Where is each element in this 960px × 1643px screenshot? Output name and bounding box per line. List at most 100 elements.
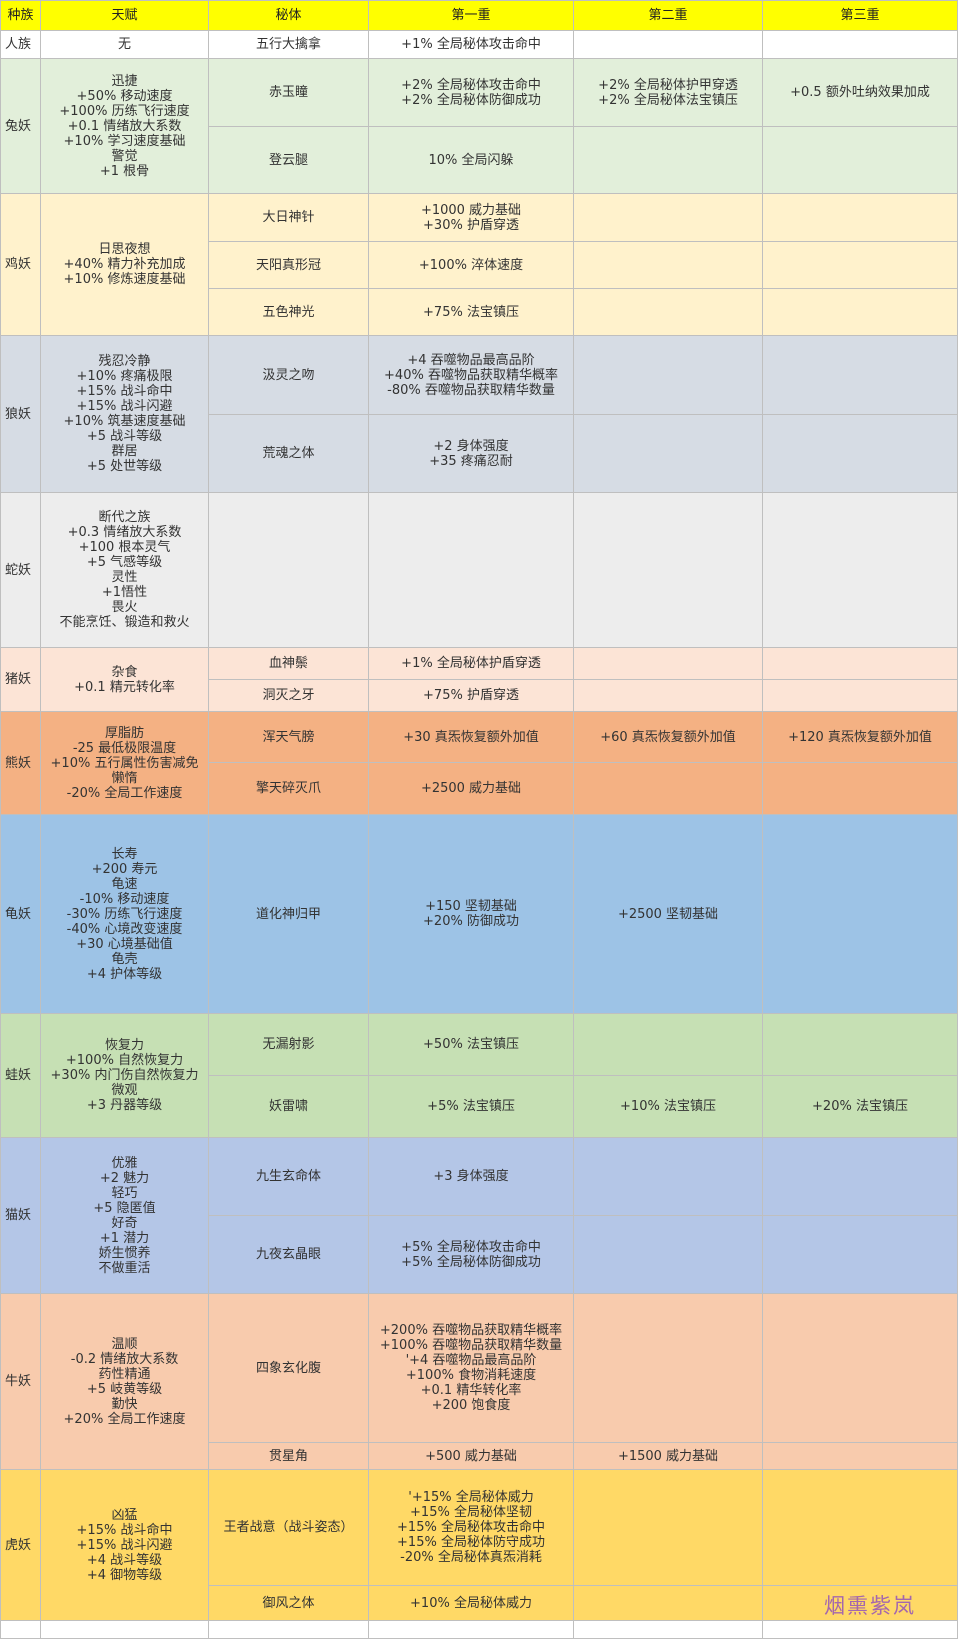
table-row: 蛙妖 恢复力 +100% 自然恢复力 +30% 内门伤自然恢复力 微观 +3 丹器等级 无漏… (0, 1013, 958, 1138)
talent-cell-line: 警觉 (111, 148, 138, 164)
secret-name-cell: 五行大擒拿 (208, 30, 369, 59)
tier1-cell: +1% 全局秘体攻击命中 (368, 30, 574, 59)
talent-cell-line: +1 根骨 (99, 163, 150, 179)
talent-cell-line: -40% 心境改变速度 (66, 921, 183, 937)
tier2-cell: +1500 威力基础 (573, 1442, 763, 1470)
tier2-cell-line: +2500 坚韧基础 (617, 906, 719, 922)
secret-name-cell: 汲灵之吻 (208, 335, 369, 415)
header-row: 种族 天赋 秘体 第一重 第二重 第三重 (0, 0, 958, 31)
talent-cell: 日思夜想 +40% 精力补充加成 +10% 修炼速度基础 (40, 193, 209, 336)
tier1-cell: 10% 全局闪躲 (368, 126, 574, 194)
tier1-cell-line: '+15% 全局秘体威力 (408, 1490, 534, 1505)
talent-cell-line: 轻巧 (111, 1185, 138, 1201)
tier3-cell-line: +120 真炁恢复额外加值 (788, 729, 932, 745)
talent-cell-line: +0.1 情绪放大系数 (67, 118, 182, 134)
talent-cell-line: +30 心境基础值 (76, 936, 173, 952)
talent-cell-line: +15% 战斗闪避 (76, 399, 173, 414)
talent-cell-line: +3 丹器等级 (86, 1098, 163, 1113)
talent-cell-line: 长寿 (111, 846, 138, 862)
tier3-cell (762, 1137, 958, 1216)
empty-cell (368, 1620, 574, 1639)
talent-cell-line: 日思夜想 (98, 242, 151, 257)
secret-name-cell: 九生玄命体 (208, 1137, 369, 1216)
talent-cell: 厚脂肪 -25 最低极限温度 +10% 五行属性伤害减免 懒惰 -20% 全局工作速度 (40, 711, 209, 815)
tier1-cell: +3 身体强度 (368, 1137, 574, 1216)
talent-cell-line: +15% 战斗闪避 (76, 1537, 173, 1553)
tier3-cell (762, 335, 958, 415)
talent-cell-line: -10% 移动速度 (79, 891, 170, 907)
tier1-cell: +2 身体强度 +35 疼痛忍耐 (368, 414, 574, 493)
tier3-cell (762, 126, 958, 194)
tier2-cell: +10% 法宝镇压 (573, 1075, 763, 1138)
talent-cell-line: 迅捷 (111, 73, 138, 89)
tier1-cell: +5% 全局秘体攻击命中 +5% 全局秘体防御成功 (368, 1215, 574, 1294)
tier3-cell (762, 762, 958, 815)
tier1-cell-line: -80% 吞噬物品获取精华数量 (387, 382, 555, 398)
header-tier1: 第一重 (368, 0, 574, 31)
tier3-cell (762, 647, 958, 680)
tier1-cell-line: +3 身体强度 (433, 1169, 509, 1184)
tier1-cell-line: +40% 吞噬物品获取精华概率 (384, 367, 558, 383)
tier1-cell: +500 威力基础 (368, 1442, 574, 1470)
talent-cell: 断代之族 +0.3 情绪放大系数 +100 根本灵气 +5 气感等级 灵性 +1悟性 畏火不… (40, 492, 209, 648)
tier1-cell: +1% 全局秘体护盾穿透 (368, 647, 574, 680)
talent-cell: 优雅 +2 魅力 轻巧 +5 隐匿值 好奇 +1 潜力 娇生惯养 不做重活 (40, 1137, 209, 1294)
talent-cell-line: 恢复力 (104, 1038, 144, 1053)
table-row: 兔妖 迅捷 +50% 移动速度 +100% 历练飞行速度 +0.1 情绪放大系数 +10%… (0, 58, 958, 194)
talent-cell: 无 (40, 30, 209, 59)
empty-cell (40, 1620, 209, 1639)
talent-cell-line: +5 岐黄等级 (86, 1381, 163, 1397)
tier2-cell (573, 335, 763, 415)
talent-cell: 残忍冷静 +10% 疼痛极限 +15% 战斗命中 +15% 战斗闪避 +10% 筑基速度… (40, 335, 209, 493)
tier3-cell (762, 679, 958, 712)
talent-cell-line: 懒惰 (111, 770, 138, 786)
tier2-cell-line: +2% 全局秘体法宝镇压 (598, 92, 738, 108)
tier3-cell (762, 1469, 958, 1586)
talent-cell: 迅捷 +50% 移动速度 +100% 历练飞行速度 +0.1 情绪放大系数 +10% 学… (40, 58, 209, 194)
talent-cell-line: 断代之族 (98, 510, 151, 525)
talent-cell-line: +100% 自然恢复力 (65, 1053, 184, 1068)
talent-cell: 杂食 +0.1 精元转化率 (40, 647, 209, 712)
talent-cell-line: +4 护体等级 (86, 966, 163, 982)
tier1-cell-line: +1000 威力基础 (420, 202, 522, 218)
talent-cell-line: 残忍冷静 (98, 354, 151, 369)
tier3-cell (762, 1442, 958, 1470)
tier3-cell: +0.5 额外吐纳效果加成 (762, 58, 958, 127)
secret-name-cell: 无漏射影 (208, 1013, 369, 1076)
tier1-cell-line: +15% 全局秘体防守成功 (397, 1535, 545, 1550)
tier1-cell: '+15% 全局秘体威力 +15% 全局秘体坚韧 +15% 全局秘体攻击命中 +15%… (368, 1469, 574, 1586)
tier1-cell-line: +5% 全局秘体攻击命中 (401, 1239, 541, 1255)
table-row: 狼妖 残忍冷静 +10% 疼痛极限 +15% 战斗命中 +15% 战斗闪避 +10% 筑基… (0, 335, 958, 493)
talent-cell-line: -30% 历练飞行速度 (66, 906, 183, 922)
talent-cell-line: 杂食 (111, 664, 138, 680)
talent-cell-line: +10% 疼痛极限 (76, 369, 173, 384)
tier1-cell-line: +1% 全局秘体攻击命中 (401, 37, 541, 52)
tier1-cell-line: +4 吞噬物品最高品阶 (407, 352, 535, 368)
tier3-cell (762, 492, 958, 648)
tier3-cell-line: +0.5 额外吐纳效果加成 (790, 85, 930, 100)
tier2-cell (573, 1137, 763, 1216)
tier1-cell-line: +2% 全局秘体防御成功 (401, 92, 541, 108)
tier1-cell: +50% 法宝镇压 (368, 1013, 574, 1076)
talent-cell-line: +10% 学习速度基础 (63, 133, 186, 149)
race-cell: 蛇妖 (0, 492, 41, 648)
tier2-cell: +60 真炁恢复额外加值 (573, 711, 763, 763)
header-talent: 天赋 (40, 0, 209, 31)
tier2-cell (573, 1215, 763, 1294)
tier1-cell-line: 10% 全局闪躲 (428, 152, 514, 168)
talent-cell-line: 龟速 (111, 876, 138, 892)
tier3-cell (762, 814, 958, 1014)
secret-name-cell: 浑天气膀 (208, 711, 369, 763)
tier3-cell: +20% 法宝镇压 (762, 1075, 958, 1138)
talent-cell-line: 群居 (111, 444, 138, 459)
tier2-cell-line: +60 真炁恢复额外加值 (600, 729, 736, 745)
watermark: 烟熏紫岚 (824, 1594, 916, 1618)
race-cell: 鸡妖 (0, 193, 41, 336)
table-row: 虎妖 凶猛 +15% 战斗命中 +15% 战斗闪避 +4 战斗等级 +4 御物等级 王者战意… (0, 1469, 958, 1621)
talent-cell-line: +20% 全局工作速度 (63, 1411, 186, 1427)
tier2-cell (573, 1469, 763, 1586)
talent-cell-line: +1 潜力 (99, 1230, 150, 1246)
tier1-cell: +1000 威力基础 +30% 护盾穿透 (368, 193, 574, 242)
tier3-cell (762, 30, 958, 59)
tier1-cell-line: '+4 吞噬物品最高品阶 (405, 1353, 537, 1368)
